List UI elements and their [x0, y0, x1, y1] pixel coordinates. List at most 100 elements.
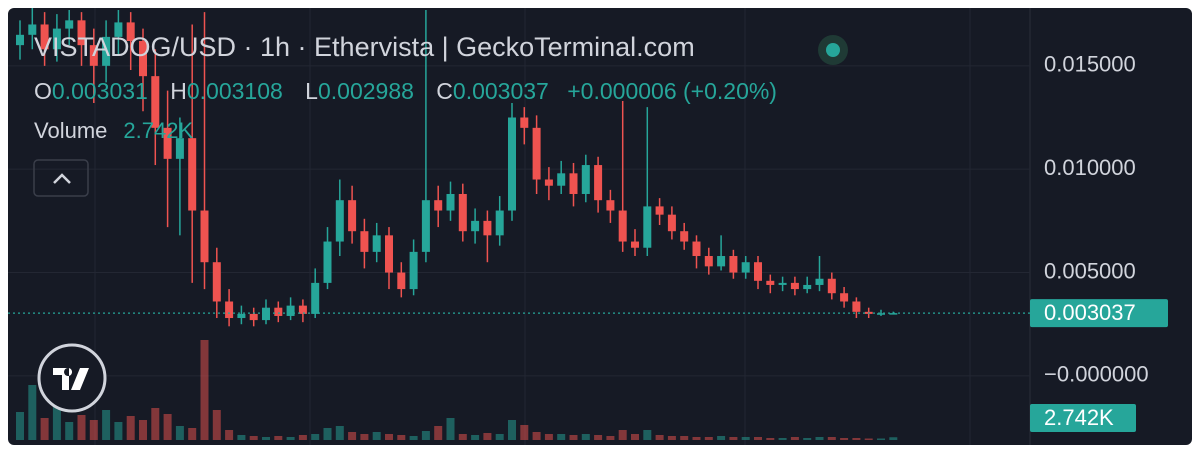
volume-bar — [766, 438, 775, 440]
volume-value-box — [1030, 404, 1136, 432]
candle-body — [569, 173, 578, 194]
candle-body — [139, 41, 147, 77]
candle-body — [815, 278, 824, 285]
volume-bar — [237, 435, 246, 440]
volume-bar — [667, 436, 676, 440]
y-tick-label: 0.010000 — [1044, 155, 1136, 180]
candle-body — [372, 235, 381, 252]
logo-ring[interactable] — [37, 343, 107, 413]
candle-body — [262, 307, 270, 321]
candle-body — [717, 256, 726, 267]
volume-bar — [225, 430, 234, 440]
volume-bar — [360, 434, 369, 440]
candle-body — [16, 34, 24, 46]
volume-bar — [790, 437, 799, 440]
candle-body — [335, 200, 344, 242]
volume-bar — [102, 410, 111, 440]
last-price-label: 0.003037 — [1044, 300, 1136, 325]
candles — [16, 8, 898, 327]
volume-bar — [729, 437, 738, 440]
volume-bar — [52, 400, 61, 440]
volume-bar — [803, 438, 812, 440]
volume-bar — [680, 436, 689, 440]
volume-bar — [458, 434, 467, 440]
volume-legend: Volume 2.742K — [34, 118, 193, 144]
candle-body — [877, 313, 885, 315]
volume-bar — [335, 426, 344, 440]
ohlc-key: L — [305, 78, 318, 104]
volume-bar — [446, 418, 455, 440]
candle-body — [544, 179, 553, 186]
volume-bar — [864, 438, 873, 440]
volume-bar — [741, 437, 750, 440]
y-tick-label: 0.005000 — [1044, 258, 1136, 283]
candle-body — [655, 206, 664, 215]
ohlc-key: C — [436, 78, 453, 104]
status-dot — [826, 43, 840, 57]
volume-bar — [581, 434, 590, 440]
volume-bar — [348, 432, 357, 440]
candle-body — [163, 127, 172, 159]
candle-body — [631, 241, 639, 248]
volume-bar — [495, 434, 504, 440]
volume-bar — [754, 437, 762, 440]
candle-body — [446, 193, 455, 211]
candle-body — [421, 200, 430, 252]
candle-body — [200, 210, 209, 263]
ohlc-value: 0.003108 — [186, 78, 283, 104]
price-axis: 0.015000 0.010000 0.005000 −0.000000 0.00303… — [1030, 52, 1168, 432]
candle-body — [397, 272, 406, 290]
volume-bars — [16, 340, 898, 440]
candle-body — [581, 165, 590, 194]
candle-body — [114, 22, 123, 37]
volume-bar — [175, 426, 184, 440]
change-value: +0.000006 (+0.20%) — [567, 78, 777, 104]
last-price-box — [1030, 299, 1168, 328]
ohlc-legend: O0.003031 H0.003108 L0.002988 C0.003037 … — [34, 78, 777, 105]
candle-body — [803, 284, 812, 290]
candle-body — [471, 220, 480, 232]
volume-bar — [323, 428, 332, 440]
collapse-button[interactable] — [33, 159, 89, 197]
volume-bar — [397, 435, 406, 440]
candle-body — [729, 256, 738, 273]
candle-body — [77, 20, 86, 46]
candle-body — [889, 313, 898, 315]
volume-bar — [409, 436, 418, 440]
volume-bar — [704, 437, 713, 440]
candle-body — [483, 220, 492, 236]
candle-body — [790, 282, 799, 290]
candle-body — [741, 262, 750, 273]
candle-body — [237, 313, 246, 319]
volume-bar — [544, 434, 553, 440]
ohlc-value: 0.002988 — [317, 78, 414, 104]
volume-bar — [778, 438, 787, 440]
volume-bar — [385, 434, 393, 440]
candle-body — [520, 117, 529, 128]
volume-bar — [852, 438, 861, 440]
vertical-grid — [94, 8, 971, 445]
candle-body — [434, 200, 443, 211]
candle-body — [65, 20, 74, 29]
volume-bar — [877, 438, 885, 440]
volume-bar — [508, 420, 516, 440]
volume-bar — [212, 410, 221, 440]
logo-mark — [53, 368, 89, 390]
candle-body — [188, 138, 197, 211]
candle-body — [778, 282, 787, 285]
ohlc-value: 0.003037 — [452, 78, 549, 104]
volume-bar — [139, 420, 147, 440]
volume-bar — [77, 415, 86, 440]
candle-body — [323, 241, 332, 283]
candle-body — [840, 293, 849, 302]
candle-body — [495, 210, 504, 236]
candle-body — [89, 45, 98, 66]
candle-body — [643, 206, 652, 248]
volume-bar — [151, 408, 160, 440]
ohlc-value: 0.003031 — [51, 78, 148, 104]
ohlc-key: H — [170, 78, 187, 104]
chart: 0.015000 0.010000 0.005000 −0.000000 0.00303… — [8, 8, 1168, 445]
volume-bar — [434, 426, 443, 440]
volume-bar — [569, 435, 578, 440]
candle-body — [409, 251, 418, 290]
